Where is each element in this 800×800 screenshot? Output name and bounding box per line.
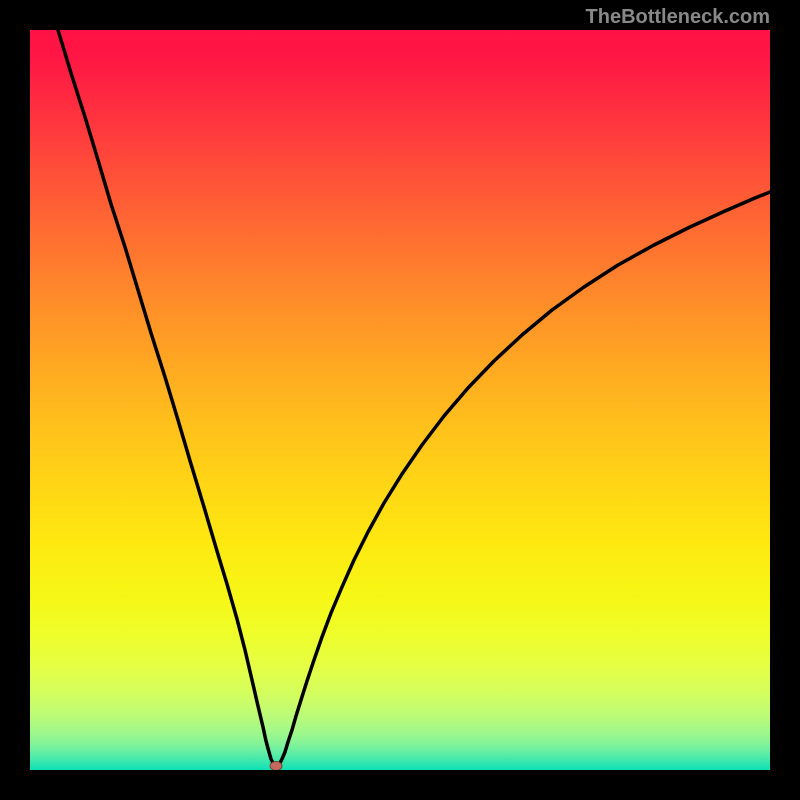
watermark-text: TheBottleneck.com xyxy=(586,6,770,29)
plot-area xyxy=(30,30,770,770)
minimum-marker xyxy=(270,762,282,771)
bottleneck-curve xyxy=(30,30,770,770)
